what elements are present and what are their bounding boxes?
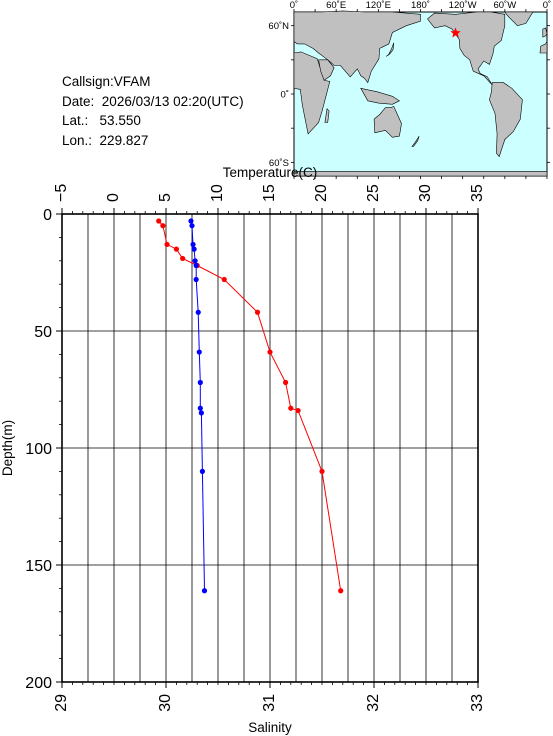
temperature-point: [221, 276, 227, 283]
depth-tick-label: 200: [25, 675, 52, 692]
temperature-tick-label: 35: [469, 184, 486, 202]
temperature-point: [164, 241, 170, 248]
salinity-point: [188, 218, 194, 224]
land-japan: [385, 42, 395, 57]
temperature-point: [160, 223, 166, 229]
temperature-point: [295, 407, 301, 414]
map-lon-label: 0˚: [543, 0, 551, 11]
date-label: Date:: [62, 93, 95, 109]
map-lon-label: 120˚W: [449, 0, 477, 11]
temperature-tick-label: 25: [365, 184, 382, 202]
temperature-line: [158, 220, 342, 591]
lon-row: Lon.: 229.827: [62, 131, 244, 151]
land-europe-west: [539, 40, 548, 54]
temperature-point: [254, 309, 261, 315]
temperature-point: [283, 379, 289, 386]
land-south-america: [489, 82, 523, 158]
salinity-point: [199, 468, 205, 474]
land-nz: [411, 135, 420, 147]
depth-tick-label: 50: [34, 324, 52, 341]
date-value: 2026/03/13 02:20(UTC): [101, 93, 244, 109]
temperature-tick-label: 20: [313, 184, 330, 202]
map-lon-label: 180˚: [411, 0, 430, 11]
depth-tick-label: 0: [43, 207, 52, 224]
land-madagascar: [324, 108, 330, 123]
lat-row: Lat.: 53.550: [62, 111, 244, 131]
temperature-point: [180, 255, 186, 262]
land-eurasia: [293, 10, 421, 84]
salinity-point: [192, 258, 198, 264]
salinity-axis-label: Salinity: [248, 720, 292, 735]
temperature-point: [173, 246, 179, 252]
salinity-line: [190, 220, 205, 591]
salinity-point: [189, 223, 195, 229]
lon-value: 229.827: [99, 132, 149, 148]
temperature-point: [319, 468, 325, 474]
lat-label: Lat.:: [62, 113, 89, 128]
salinity-point: [201, 588, 208, 594]
temperature-tick-label: 10: [209, 184, 226, 202]
salinity-point: [195, 309, 201, 315]
temperature-point: [156, 218, 162, 224]
map-lon-label: 0˚: [290, 0, 298, 11]
salinity-tick-label: 31: [261, 694, 278, 712]
map-lat-label: 0˚: [281, 90, 289, 101]
temperature-axis-label: Temperature(C): [223, 165, 318, 180]
land-arabia: [318, 59, 335, 81]
map-lon-label: 120˚E: [366, 0, 391, 11]
callsign-value: VFAM: [113, 74, 151, 89]
date-row: Date: 2026/03/13 02:20(UTC): [62, 92, 244, 112]
land-uk: [542, 27, 548, 38]
depth-tick-label: 150: [25, 558, 52, 575]
temperature-tick-label: 15: [261, 184, 278, 202]
temperature-tick-label: 30: [417, 184, 434, 202]
salinity-tick-label: 32: [365, 694, 382, 712]
land-indonesia: [360, 87, 401, 105]
salinity-point: [193, 262, 199, 269]
temperature-tick-label: −5: [53, 184, 70, 202]
depth-tick-label: 100: [25, 441, 52, 458]
map-lat-label: 60˚S: [269, 158, 289, 169]
map-layer: 0˚ 60˚E 120˚E 180˚ 120˚W 60˚W 0˚60˚N0˚60˚S: [268, 0, 551, 179]
lon-label: Lon.:: [62, 132, 93, 148]
map-lon-label: 60˚W: [493, 0, 516, 11]
salinity-point: [197, 379, 203, 386]
salinity-point: [191, 246, 197, 252]
station-info: Callsign:VFAM Date: 2026/03/13 02:20(UTC…: [62, 72, 244, 150]
map-lon-label: 60˚E: [326, 0, 346, 11]
salinity-point: [190, 241, 196, 248]
callsign-row: Callsign:VFAM: [62, 72, 244, 92]
salinity-tick-label: 29: [53, 694, 70, 712]
land-australia: [373, 106, 402, 138]
salinity-tick-label: 33: [469, 694, 486, 712]
temperature-tick-label: 0: [105, 193, 122, 202]
lat-value: 53.550: [99, 113, 141, 128]
temperature-point: [267, 349, 273, 355]
land-greenland: [504, 11, 534, 27]
map-lat-label: 60˚N: [268, 21, 289, 32]
salinity-point: [193, 276, 199, 283]
salinity-point: [197, 405, 203, 411]
temperature-point: [288, 405, 294, 411]
callsign-label: Callsign:: [62, 74, 114, 89]
salinity-point: [196, 349, 202, 355]
salinity-point: [198, 410, 204, 416]
temperature-point: [338, 588, 344, 594]
depth-axis-label: Depth(m): [0, 420, 15, 476]
salinity-tick-label: 30: [157, 694, 174, 712]
temperature-tick-label: 5: [157, 193, 174, 202]
station-marker: [450, 27, 461, 38]
